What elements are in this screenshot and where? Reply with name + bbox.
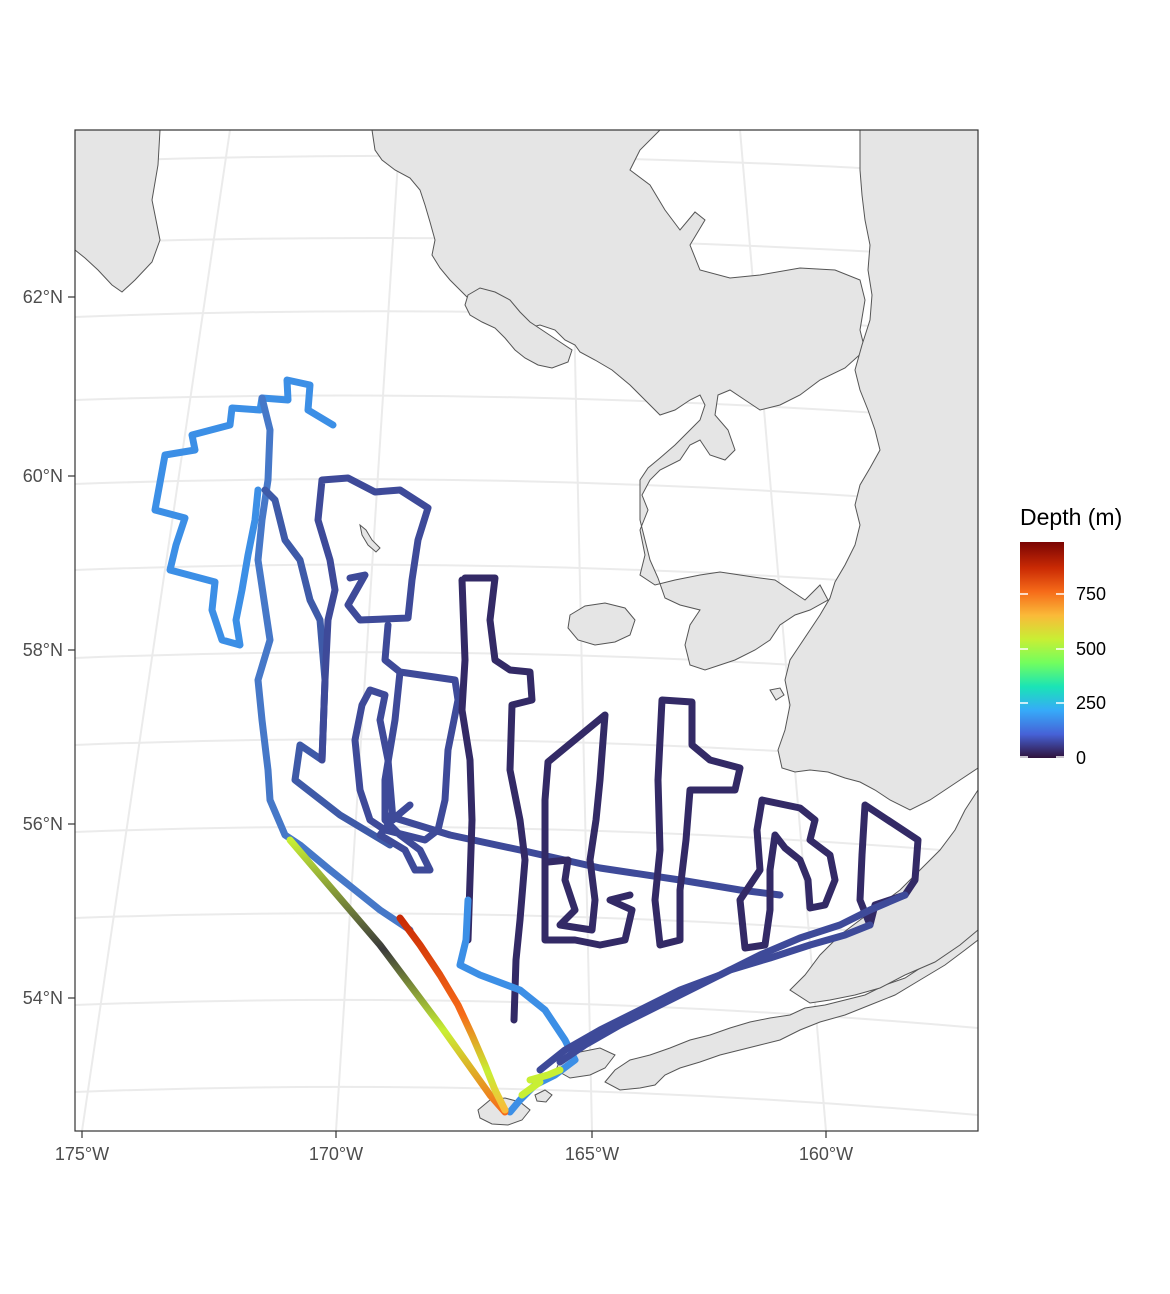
- x-tick-label: 165°W: [565, 1144, 619, 1164]
- legend-label: 750: [1076, 584, 1106, 604]
- track-long-transect: [381, 811, 784, 899]
- track-west-grid: [151, 376, 337, 649]
- y-tick-label: 56°N: [23, 814, 63, 834]
- graticule-lon-175: [81, 130, 231, 1131]
- land-siberia: [75, 130, 161, 293]
- x-tick-label: 160°W: [799, 1144, 853, 1164]
- land-nunivak-island: [567, 602, 636, 646]
- y-tick-label: 58°N: [23, 640, 63, 660]
- legend-label: 250: [1076, 693, 1106, 713]
- graticule-lat-53: [75, 1085, 978, 1116]
- y-tick-label: 54°N: [23, 988, 63, 1008]
- track-west-grid-2: [254, 394, 414, 934]
- y-tick-label: 60°N: [23, 466, 63, 486]
- land-layer: [75, 130, 978, 1126]
- survey-tracks: [151, 376, 922, 1116]
- track-near-harbor: [518, 1066, 564, 1099]
- x-tick-label: 175°W: [55, 1144, 109, 1164]
- y-axis: 62°N 60°N 58°N 56°N 54°N: [23, 287, 75, 1008]
- graticule-lat-60: [75, 478, 978, 506]
- track-west-grid-3: [261, 486, 394, 849]
- track-right-columns-2: [651, 696, 744, 949]
- track-tall-column: [458, 574, 536, 1024]
- map-content: [75, 130, 978, 1131]
- track-right-columns-3: [736, 796, 839, 952]
- legend-label: 0: [1076, 748, 1086, 768]
- legend-title: Depth (m): [1020, 504, 1122, 530]
- track-deep-transect-b: [396, 914, 509, 1114]
- y-tick-label: 62°N: [23, 287, 63, 307]
- legend-label: 500: [1076, 639, 1106, 659]
- track-deep-transect-a: [286, 836, 509, 1116]
- land-bristol-shore: [789, 789, 978, 1004]
- graticule-lat-54: [75, 998, 978, 1029]
- track-right-columns: [541, 711, 636, 949]
- land-small-island: [769, 687, 785, 701]
- graticule-lon-170: [335, 130, 401, 1131]
- panel-border: [74, 129, 979, 1132]
- graticule-lat-61: [75, 394, 978, 421]
- land-alaska-mainland: [777, 130, 978, 811]
- track-return-lines-2: [556, 921, 874, 1066]
- land-st-lawrence-island: [464, 287, 573, 369]
- x-axis: 175°W 170°W 165°W 160°W: [55, 1131, 853, 1164]
- legend: Depth (m) 750 500 250 0: [1020, 504, 1122, 768]
- land-alaska-peninsula: [604, 785, 978, 1091]
- legend-colorbar: [1020, 542, 1064, 758]
- land-akutan: [534, 1089, 553, 1103]
- track-center-columns-2: [376, 668, 434, 874]
- land-st-matthew-island: [359, 523, 381, 553]
- x-tick-label: 170°W: [309, 1144, 363, 1164]
